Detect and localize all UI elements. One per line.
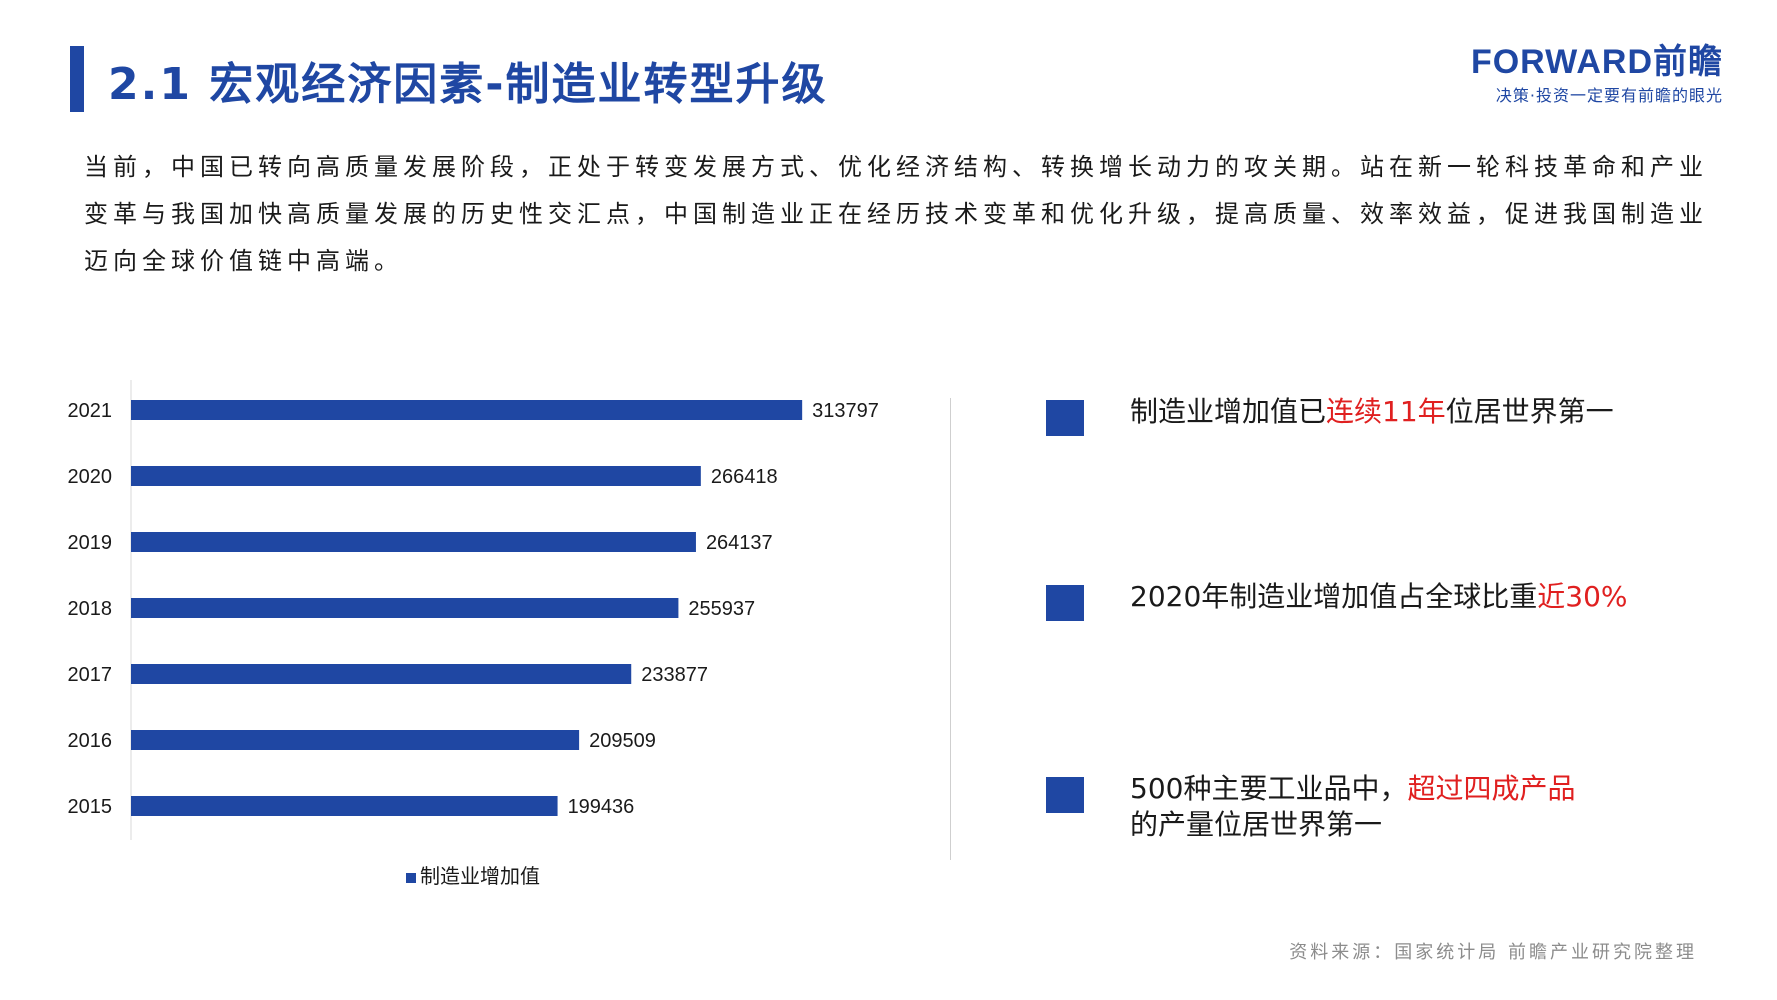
data-label-2019: 264137 bbox=[706, 532, 773, 554]
y-tick-label: 2017 bbox=[68, 664, 113, 686]
fact-text-3-line-2: 的产量位居世界第一 bbox=[1130, 808, 1383, 841]
fact-text-3: 500种主要工业品中，超过四成产品 的产量位居世界第一 bbox=[1130, 772, 1576, 841]
y-tick-label: 2015 bbox=[68, 796, 113, 818]
bar-2016 bbox=[131, 730, 580, 750]
chart-legend: 制造业增加值 bbox=[406, 860, 540, 889]
page-title: 2.1 宏观经济因素-制造业转型升级 bbox=[108, 59, 828, 110]
y-tick-label: 2016 bbox=[68, 730, 113, 752]
logo-slogan: 决策·投资一定要有前瞻的眼光 bbox=[1495, 86, 1723, 105]
fact-bullet-square bbox=[1046, 777, 1084, 813]
fact-highlight-3: 超过四成产品 bbox=[1407, 772, 1576, 805]
data-label-2015: 199436 bbox=[568, 796, 635, 818]
y-tick-label: 2018 bbox=[68, 598, 113, 620]
brand-logo: FORWARD前瞻 决策·投资一定要有前瞻的眼光 bbox=[1471, 44, 1723, 106]
y-tick-label: 2019 bbox=[68, 532, 113, 554]
bar-2015 bbox=[131, 796, 558, 816]
data-label-2020: 266418 bbox=[711, 466, 778, 488]
y-tick-label: 2020 bbox=[68, 466, 113, 488]
legend-label: 制造业增加值 bbox=[420, 864, 540, 888]
fact-highlight-1: 连续11年 bbox=[1326, 395, 1446, 428]
intro-paragraph: 当前，中国已转向高质量发展阶段，正处于转变发展方式、优化经济结构、转换增长动力的… bbox=[84, 144, 1714, 285]
bar-2021 bbox=[131, 400, 803, 420]
vertical-divider bbox=[950, 398, 951, 860]
bar-chart: 2021 313797 2020 266418 2019 264137 2018 255937… bbox=[68, 380, 879, 840]
bar-2020 bbox=[131, 466, 701, 486]
intro-line-2: 变革与我国加快高质量发展的历史性交汇点，中国制造业正在经历技术变革和优化升级，提… bbox=[84, 200, 1708, 228]
fact-highlight-2: 近30% bbox=[1537, 580, 1628, 613]
source-note: 资料来源：国家统计局 前瞻产业研究院整理 bbox=[1289, 942, 1697, 963]
data-label-2016: 209509 bbox=[589, 730, 656, 752]
bar-2019 bbox=[131, 532, 696, 552]
data-label-2021: 313797 bbox=[812, 400, 879, 422]
intro-line-1: 当前，中国已转向高质量发展阶段，正处于转变发展方式、优化经济结构、转换增长动力的… bbox=[84, 153, 1708, 181]
title-accent-bar bbox=[70, 46, 84, 112]
bar-2017 bbox=[131, 664, 632, 684]
legend-swatch bbox=[406, 872, 416, 883]
bar-2018 bbox=[131, 598, 679, 618]
data-label-2018: 255937 bbox=[688, 598, 755, 620]
fact-bullet-square bbox=[1046, 400, 1084, 436]
fact-text-2: 2020年制造业增加值占全球比重近30% bbox=[1130, 580, 1628, 613]
fact-text-1: 制造业增加值已连续11年位居世界第一 bbox=[1130, 395, 1614, 428]
intro-line-3: 迈向全球价值链中高端。 bbox=[84, 247, 403, 275]
fact-bullet-square bbox=[1046, 585, 1084, 621]
data-label-2017: 233877 bbox=[641, 664, 708, 686]
logo-wordmark: FORWARD前瞻 bbox=[1470, 43, 1723, 81]
y-tick-label: 2021 bbox=[68, 400, 113, 422]
